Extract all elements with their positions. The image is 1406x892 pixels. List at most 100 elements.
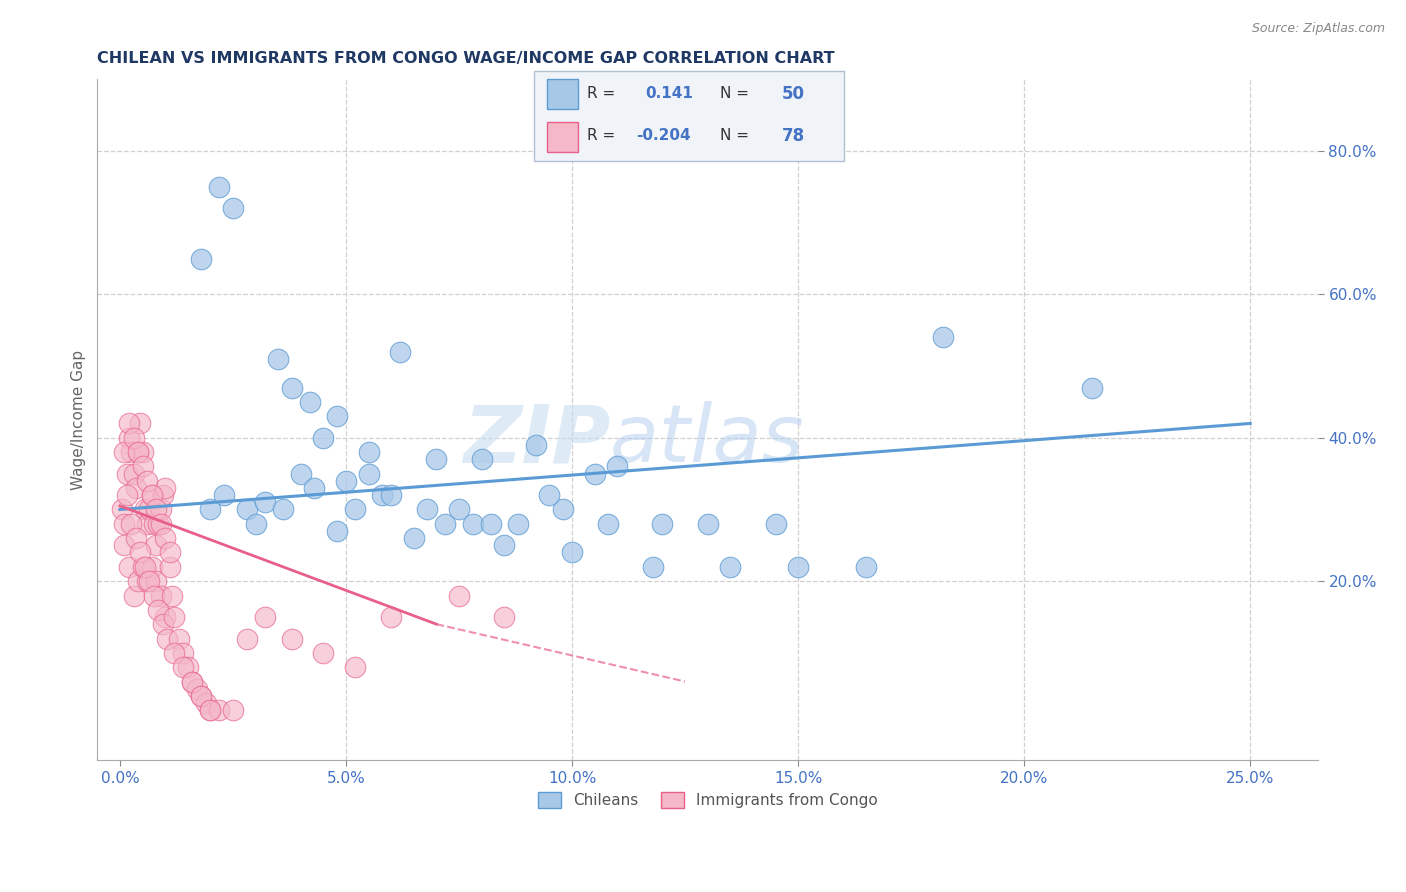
Point <box>447 589 470 603</box>
Point <box>114 516 136 531</box>
Point <box>153 610 176 624</box>
Point <box>134 502 156 516</box>
Point <box>551 502 574 516</box>
Point <box>787 559 810 574</box>
Text: N =: N = <box>720 87 749 101</box>
Legend: Chileans, Immigrants from Congo: Chileans, Immigrants from Congo <box>531 786 884 814</box>
Point <box>380 488 402 502</box>
Point <box>208 180 231 194</box>
Point <box>290 467 312 481</box>
Point <box>131 445 153 459</box>
Point <box>479 516 502 531</box>
Point <box>335 474 357 488</box>
Point <box>267 351 290 366</box>
Point <box>152 617 174 632</box>
Point <box>114 445 136 459</box>
Point <box>118 431 141 445</box>
Point <box>200 703 222 717</box>
Point <box>461 516 484 531</box>
Point <box>425 452 447 467</box>
Point <box>200 703 222 717</box>
Point <box>145 502 167 516</box>
Point <box>651 516 673 531</box>
Point <box>222 202 245 216</box>
Point <box>141 488 163 502</box>
Point <box>494 538 516 552</box>
Point <box>159 545 181 559</box>
Point <box>118 559 141 574</box>
Point <box>129 545 152 559</box>
Point <box>138 502 160 516</box>
Point <box>111 502 134 516</box>
Point <box>153 531 176 545</box>
FancyBboxPatch shape <box>547 79 578 109</box>
Text: atlas: atlas <box>610 401 804 479</box>
Text: 78: 78 <box>782 127 804 145</box>
Point <box>380 610 402 624</box>
FancyBboxPatch shape <box>534 71 844 161</box>
Text: ZIP: ZIP <box>463 401 610 479</box>
Point <box>125 531 148 545</box>
Point <box>149 516 172 531</box>
Text: R =: R = <box>586 128 614 143</box>
Point <box>855 559 877 574</box>
Point <box>304 481 326 495</box>
Point <box>149 502 172 516</box>
Point <box>312 646 335 660</box>
Point <box>1081 381 1104 395</box>
Point <box>115 488 138 502</box>
Point <box>127 445 149 459</box>
Point <box>718 559 741 574</box>
Point <box>125 481 148 495</box>
Text: CHILEAN VS IMMIGRANTS FROM CONGO WAGE/INCOME GAP CORRELATION CHART: CHILEAN VS IMMIGRANTS FROM CONGO WAGE/IN… <box>97 51 835 66</box>
Point <box>163 646 186 660</box>
Point <box>131 459 153 474</box>
Point <box>118 417 141 431</box>
Point <box>271 502 294 516</box>
Point <box>186 681 208 696</box>
Point <box>194 696 217 710</box>
Point <box>494 610 516 624</box>
Point <box>122 431 145 445</box>
Point <box>134 559 156 574</box>
Point <box>142 516 165 531</box>
Point <box>163 610 186 624</box>
Point <box>120 445 142 459</box>
Point <box>298 395 321 409</box>
Point <box>357 467 380 481</box>
Text: N =: N = <box>720 128 749 143</box>
Point <box>245 516 267 531</box>
Y-axis label: Wage/Income Gap: Wage/Income Gap <box>72 350 86 490</box>
Point <box>138 574 160 589</box>
Point <box>120 516 142 531</box>
Point <box>389 344 412 359</box>
Point <box>156 632 179 646</box>
Text: 50: 50 <box>782 85 804 103</box>
Point <box>524 438 547 452</box>
Point <box>200 502 222 516</box>
Point <box>122 467 145 481</box>
Text: Source: ZipAtlas.com: Source: ZipAtlas.com <box>1251 22 1385 36</box>
Point <box>235 502 257 516</box>
Point <box>643 559 665 574</box>
Point <box>312 431 335 445</box>
Point <box>253 610 276 624</box>
Point <box>326 524 349 538</box>
Point <box>583 467 606 481</box>
Point <box>357 445 380 459</box>
Point <box>136 516 159 531</box>
Point <box>344 660 367 674</box>
Point <box>141 488 163 502</box>
Point <box>402 531 425 545</box>
Point <box>190 252 212 266</box>
Point <box>177 660 200 674</box>
Point <box>371 488 394 502</box>
Point <box>434 516 457 531</box>
Point <box>190 689 212 703</box>
Point <box>598 516 620 531</box>
Point <box>136 474 159 488</box>
Point <box>131 559 153 574</box>
Point <box>326 409 349 424</box>
Point <box>136 574 159 589</box>
Point <box>281 381 304 395</box>
